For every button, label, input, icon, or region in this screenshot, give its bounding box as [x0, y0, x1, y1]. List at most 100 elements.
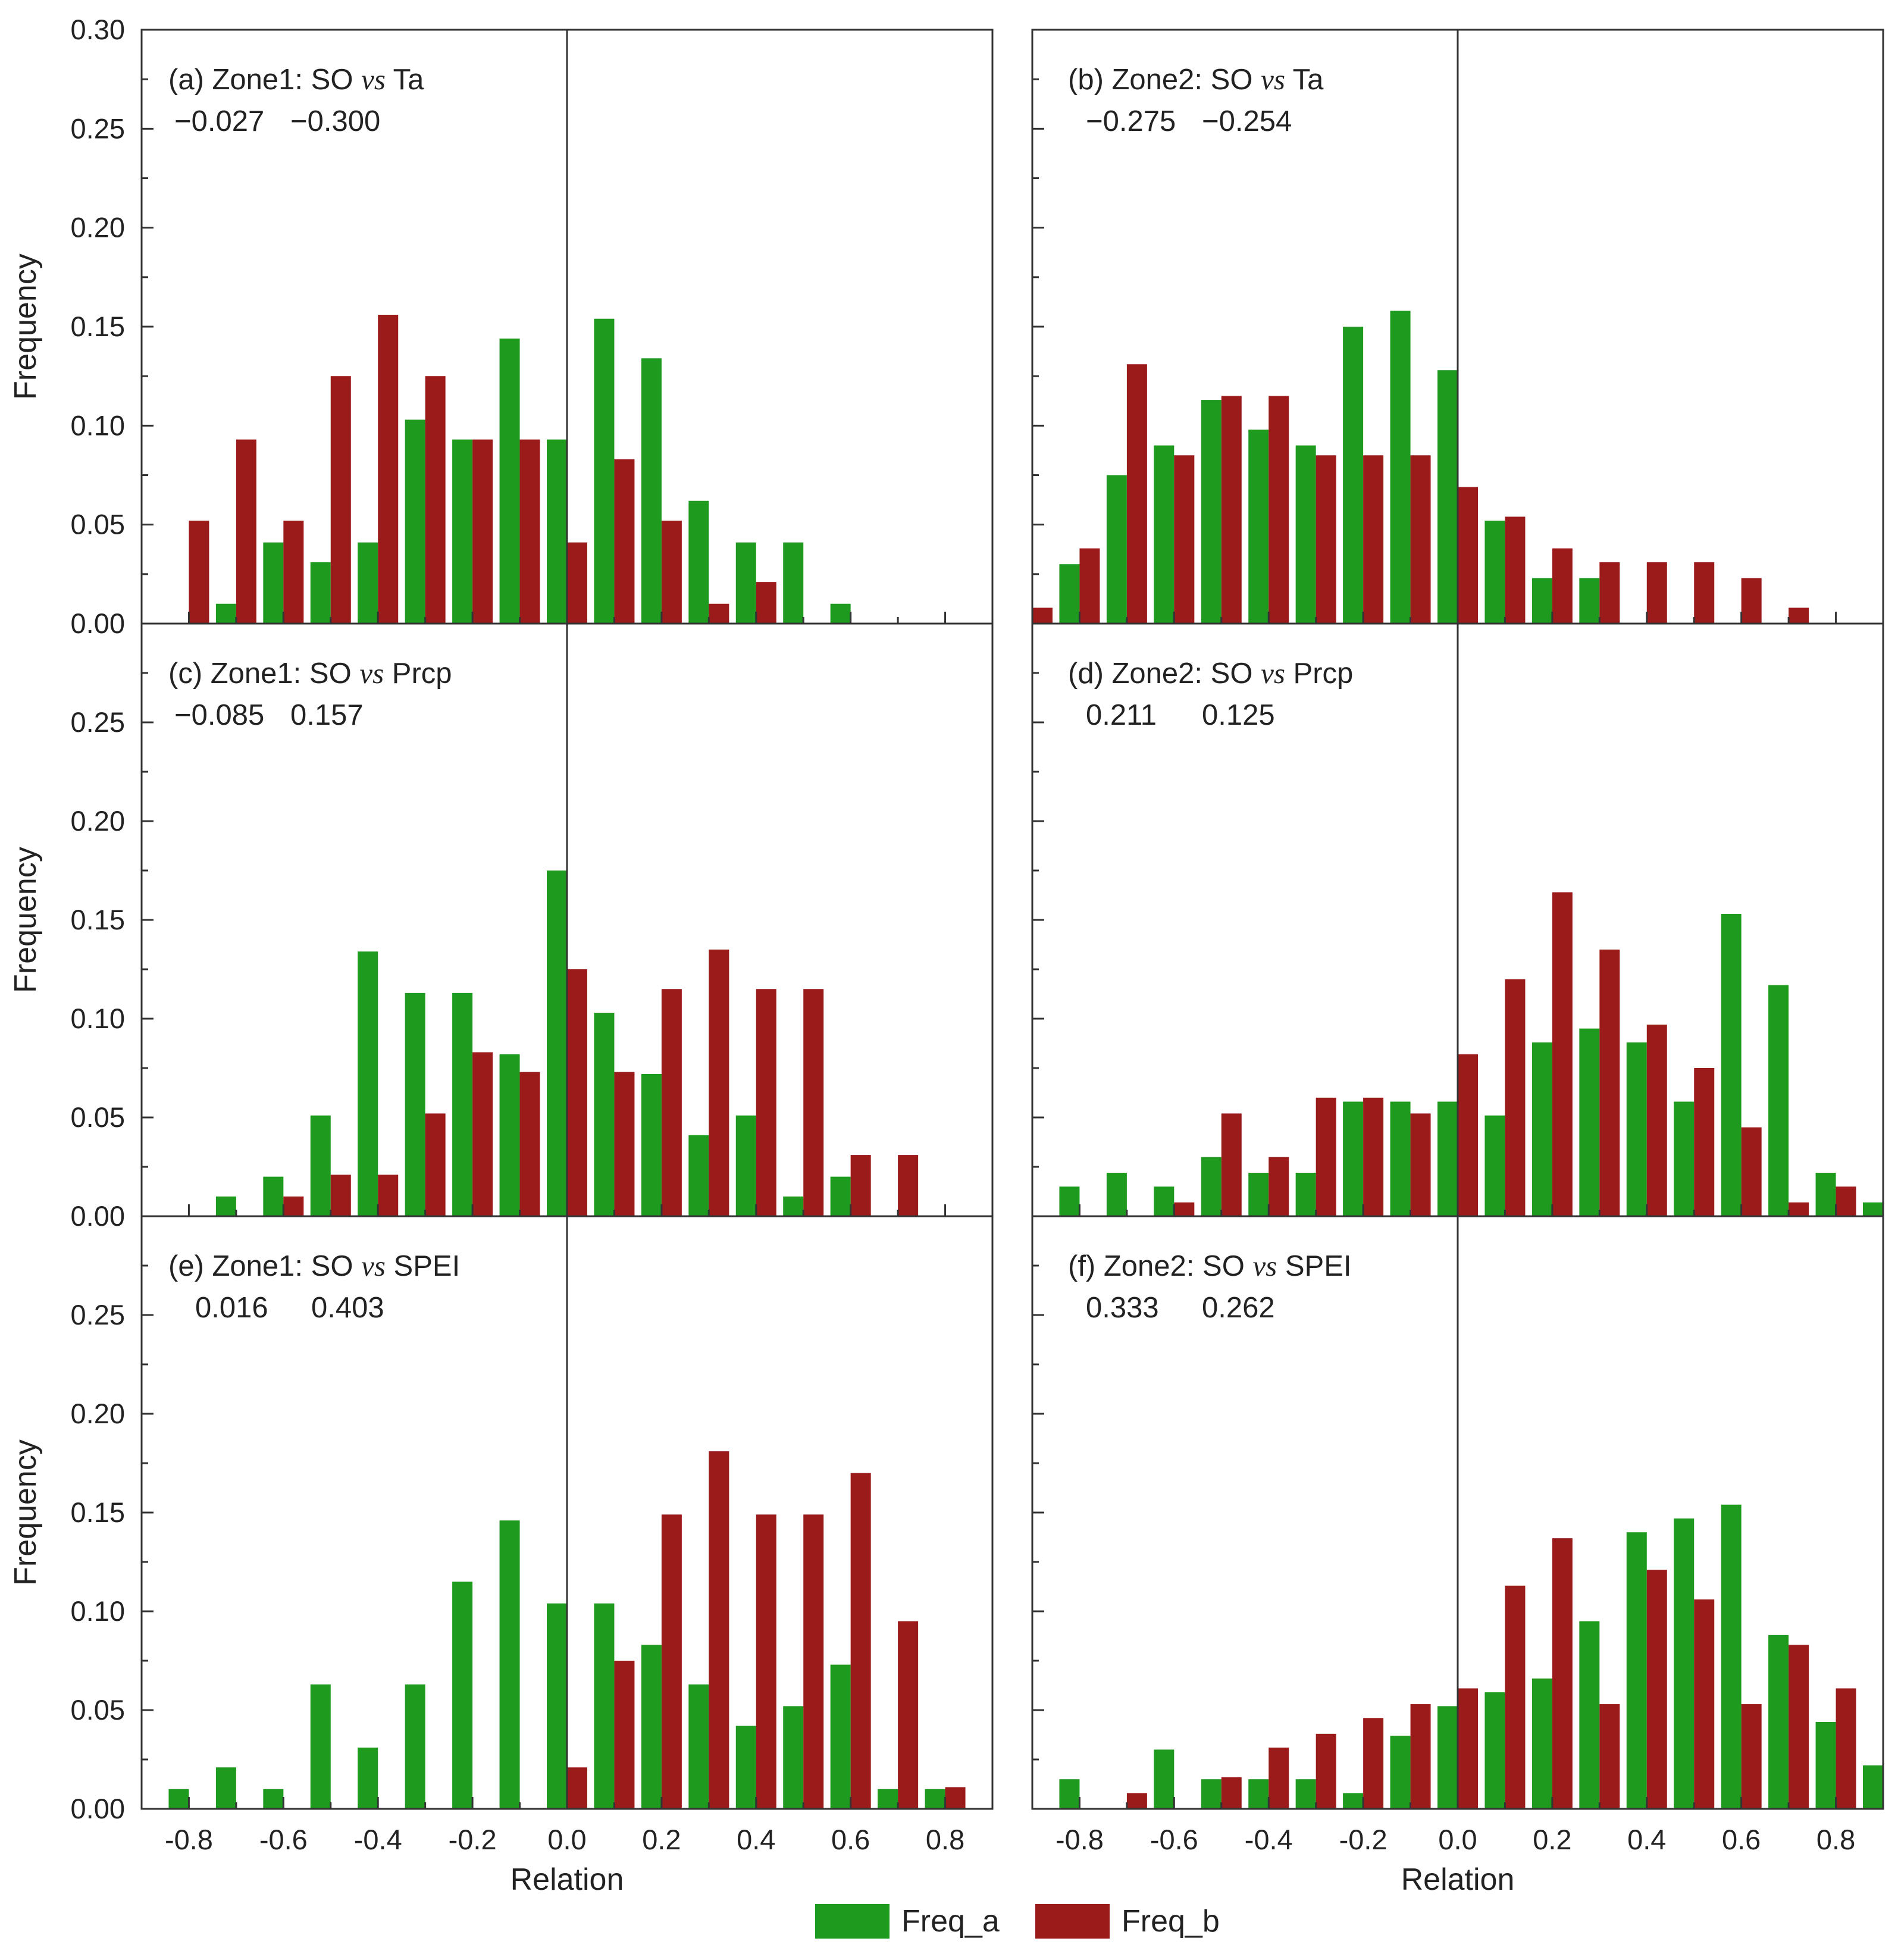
- bar-freq-a: [1295, 1172, 1316, 1216]
- bar-freq-b: [1741, 1704, 1762, 1809]
- panel-title-suffix: Ta: [386, 64, 424, 96]
- x-tick-label: -0.8: [1056, 1824, 1104, 1855]
- bar-freq-b: [1032, 608, 1053, 624]
- bar-freq-a: [1768, 1635, 1789, 1809]
- bar-freq-a: [830, 1664, 851, 1809]
- bar-freq-b: [803, 989, 824, 1216]
- panel-f: -0.8 -0.6 -0.4 -0.2 0.0 0.2 0.4 0.6 0.8 Relation (…: [1031, 1215, 1884, 1897]
- y-tick-label: 0.10: [71, 1003, 125, 1034]
- bar-freq-b: [1599, 562, 1620, 624]
- bar-freq-a: [783, 542, 804, 624]
- bar-freq-a: [1579, 1028, 1600, 1216]
- y-tick-label: 0.20: [71, 212, 125, 243]
- bar-freq-b: [709, 603, 729, 624]
- panel-title-suffix: SPEI: [1277, 1250, 1351, 1282]
- bar-freq-a: [641, 358, 662, 624]
- bar-freq-a: [594, 318, 615, 624]
- bar-freq-b: [472, 1052, 493, 1216]
- bar-freq-b: [1269, 1748, 1289, 1809]
- y-tick-label: 0.15: [71, 1496, 125, 1528]
- bar-freq-b: [472, 439, 493, 624]
- bar-freq-a: [1531, 1678, 1552, 1809]
- bar-freq-a: [878, 1789, 898, 1809]
- legend: Freq_a Freq_b: [815, 1904, 1220, 1939]
- bar-freq-b: [1126, 1793, 1147, 1809]
- bar-freq-b: [1552, 1538, 1573, 1809]
- bar-freq-b: [1505, 516, 1526, 624]
- panel-title-vs: vs: [1252, 1250, 1277, 1282]
- bar-freq-a: [1626, 1042, 1647, 1216]
- bar-freq-b: [1694, 1599, 1715, 1809]
- panel-title: (c) Zone1: SO vs Prcp: [168, 657, 452, 690]
- bar-freq-b: [519, 1072, 540, 1216]
- bar-freq-b: [614, 1072, 635, 1216]
- bar-freq-b: [1221, 396, 1242, 624]
- bar-freq-b: [756, 582, 776, 624]
- bar-freq-b: [1363, 1097, 1384, 1216]
- bar-freq-a: [1531, 1042, 1552, 1216]
- bar-freq-a: [405, 419, 425, 624]
- bar-freq-b: [425, 1113, 446, 1216]
- panel-d: (d) Zone2: SO vs Prcp 0.211 0.125: [1031, 622, 1884, 1217]
- bar-freq-a: [688, 500, 709, 624]
- bar-freq-a: [594, 1013, 615, 1216]
- legend-swatch-freq-b: [1035, 1904, 1110, 1939]
- bar-freq-a: [1154, 1749, 1174, 1809]
- y-tick-label: 0.00: [71, 1793, 125, 1824]
- bar-freq-b: [1316, 455, 1336, 624]
- bar-freq-b: [1363, 1718, 1384, 1809]
- x-tick-label: 0.8: [1816, 1824, 1855, 1855]
- bar-freq-a: [452, 439, 473, 624]
- panel-a: 0.00 0.05 0.10 0.15 0.20 0.25 0.30 Frequency (a)…: [8, 14, 994, 639]
- bar-freq-a: [1059, 564, 1080, 624]
- bar-freq-a: [547, 439, 567, 624]
- x-tick-label: 0.8: [926, 1824, 964, 1855]
- bar-freq-b: [1458, 1688, 1478, 1809]
- stat-freq-a: −0.275: [1086, 105, 1176, 137]
- y-tick-label: 0.05: [71, 1694, 125, 1726]
- bar-freq-a: [1201, 1779, 1222, 1809]
- stat-freq-b: −0.254: [1202, 105, 1292, 137]
- bar-freq-a: [215, 1196, 236, 1216]
- y-tick-label: 0.00: [71, 1200, 125, 1232]
- bar-freq-a: [1059, 1779, 1080, 1809]
- stat-freq-a: 0.211: [1086, 699, 1157, 731]
- bar-freq-a: [688, 1135, 709, 1216]
- bar-freq-b: [661, 989, 682, 1216]
- bar-freq-a: [1674, 1101, 1695, 1216]
- y-tick-label: 0.25: [71, 112, 125, 144]
- panel-title-vs: vs: [1261, 657, 1285, 690]
- x-tick-label: -0.6: [259, 1824, 308, 1855]
- panel-title-suffix: Prcp: [384, 657, 452, 690]
- bar-freq-a: [547, 871, 567, 1216]
- panel-title-suffix: Ta: [1285, 64, 1324, 96]
- bar-freq-a: [783, 1196, 804, 1216]
- bar-freq-b: [1221, 1777, 1242, 1809]
- bar-freq-a: [452, 992, 473, 1216]
- bar-freq-b: [567, 542, 587, 624]
- bar-freq-a: [499, 1054, 520, 1216]
- bar-freq-a: [358, 542, 378, 624]
- bar-freq-b: [1646, 562, 1667, 624]
- bar-freq-a: [1154, 1186, 1174, 1216]
- bar-freq-b: [283, 521, 304, 624]
- x-tick-label: -0.6: [1150, 1824, 1198, 1855]
- bar-freq-b: [945, 1787, 966, 1809]
- bar-freq-a: [168, 1789, 189, 1809]
- y-tick-label: 0.25: [71, 1299, 125, 1330]
- legend-label: Freq_a: [901, 1904, 1000, 1939]
- y-tick-label: 0.15: [71, 904, 125, 935]
- bar-freq-a: [358, 951, 378, 1216]
- y-tick-label: 0.15: [71, 311, 125, 342]
- bar-freq-a: [1201, 1157, 1222, 1216]
- x-tick-label: 0.4: [737, 1824, 775, 1855]
- bar-freq-a: [1437, 1706, 1458, 1809]
- bar-freq-a: [830, 603, 851, 624]
- bar-freq-b: [189, 521, 209, 624]
- bar-freq-a: [1248, 1172, 1269, 1216]
- bar-freq-a: [1248, 1779, 1269, 1809]
- bar-freq-a: [499, 1520, 520, 1809]
- bar-freq-a: [1154, 445, 1174, 624]
- bar-freq-a: [1248, 429, 1269, 624]
- bar-freq-a: [499, 338, 520, 624]
